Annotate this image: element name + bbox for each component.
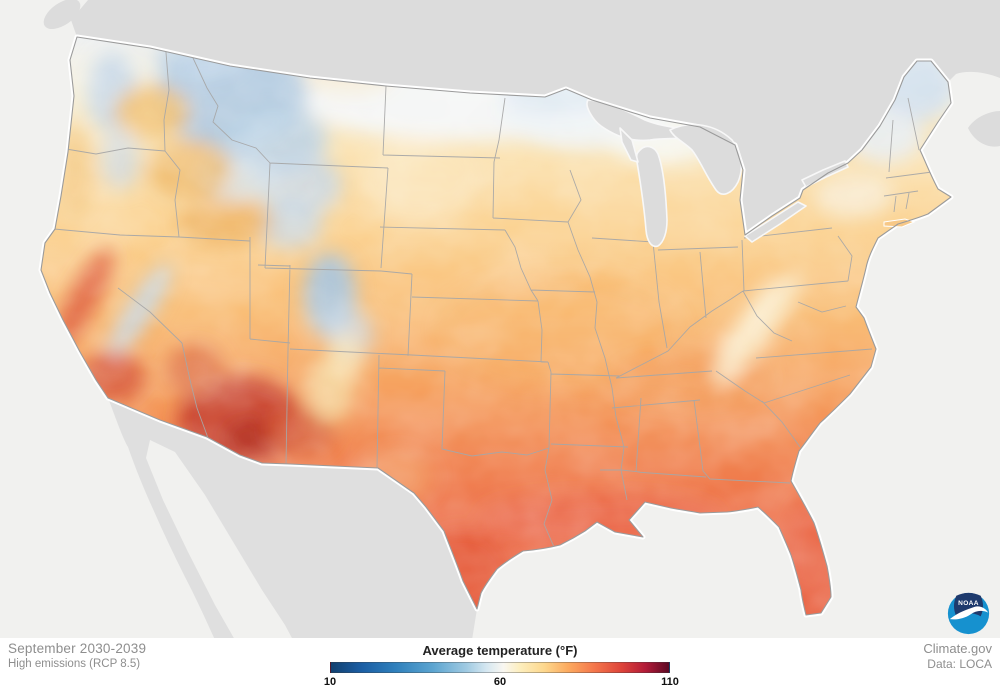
state-borders — [53, 39, 933, 548]
legend-tick-110: 110 — [661, 676, 679, 688]
green-bay — [619, 127, 639, 163]
period-caption: September 2030-2039 — [8, 641, 147, 656]
seagull-icon — [949, 606, 989, 620]
noaa-logo: NOAA — [947, 592, 990, 635]
lake-erie — [744, 201, 807, 243]
great-lakes — [586, 99, 849, 248]
data-credit: Data: LOCA — [927, 657, 992, 671]
mexico-landmass — [108, 398, 477, 640]
vancouver-island — [43, 0, 81, 30]
legend-tick-60: 60 — [493, 676, 507, 688]
legend-colorbar — [330, 662, 670, 673]
legend-ticks: 10 60 110 — [324, 676, 679, 690]
noaa-logo-text: NOAA — [958, 600, 979, 607]
site-credit: Climate.gov — [923, 641, 992, 656]
lake-ontario — [801, 160, 849, 188]
gulf-of-california — [146, 440, 293, 640]
scenario-caption: High emissions (RCP 8.5) — [8, 658, 141, 670]
nova-scotia — [968, 111, 1000, 147]
footer: September 2030-2039 High emissions (RCP … — [0, 638, 1000, 690]
canada-landmass — [43, 0, 1000, 235]
temperature-legend: Average temperature (°F) 10 60 110 — [250, 638, 750, 690]
legend-title: Average temperature (°F) — [422, 643, 578, 658]
legend-tick-10: 10 — [323, 676, 337, 688]
lake-huron — [669, 123, 743, 195]
